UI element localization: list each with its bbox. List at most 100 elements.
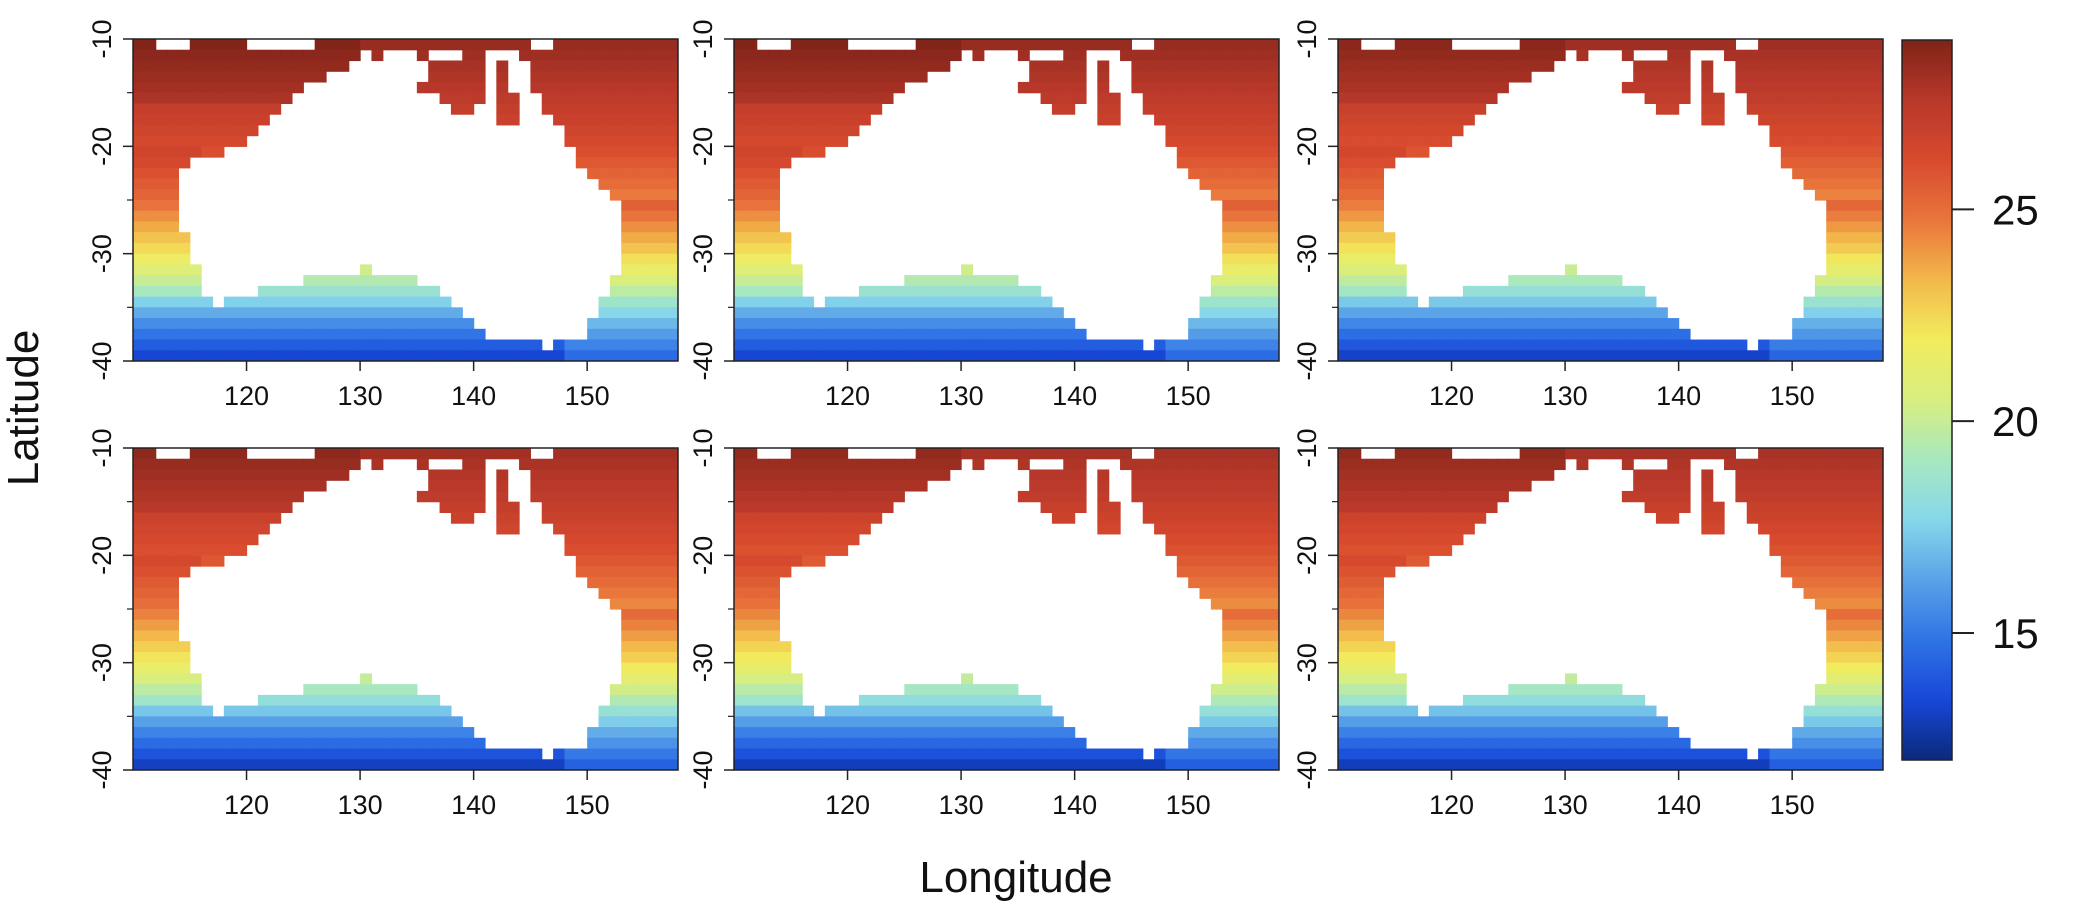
- heatmap-cell: [1338, 544, 1350, 556]
- heatmap-cell: [756, 566, 769, 578]
- heatmap-cell: [756, 748, 769, 760]
- heatmap-cell: [666, 189, 678, 201]
- heatmap-cell: [824, 533, 837, 546]
- heatmap-cell: [155, 555, 168, 567]
- heatmap-cell: [1451, 307, 1464, 319]
- heatmap-cell: [189, 285, 202, 298]
- heatmap-cell: [1860, 339, 1873, 351]
- heatmap-cell: [1587, 39, 1600, 51]
- heatmap-cell: [881, 339, 894, 351]
- heatmap-cell: [745, 673, 758, 685]
- heatmap-cell: [1406, 533, 1419, 546]
- heatmap-cell: [1256, 544, 1269, 556]
- heatmap-cell: [235, 523, 248, 535]
- heatmap-cell: [768, 598, 781, 610]
- heatmap-cell: [303, 350, 316, 361]
- heatmap-cell: [1826, 469, 1839, 481]
- heatmap-cell: [1451, 469, 1464, 481]
- heatmap-cell: [1542, 727, 1555, 739]
- heatmap-cell: [1360, 285, 1373, 298]
- heatmap-cell: [269, 501, 282, 513]
- heatmap-cell: [1701, 350, 1714, 361]
- heatmap-cell: [1792, 350, 1805, 361]
- heatmap-cell: [1394, 533, 1407, 546]
- heatmap-cell: [824, 737, 837, 750]
- heatmap-cell: [1826, 264, 1839, 276]
- heatmap-cell: [1485, 49, 1498, 62]
- heatmap-cell: [1029, 480, 1042, 492]
- heatmap-cell: [223, 512, 236, 524]
- heatmap-cell: [1222, 157, 1235, 169]
- heatmap-cell: [1848, 533, 1861, 546]
- heatmap-cell: [1267, 318, 1279, 330]
- heatmap-cell: [1154, 512, 1167, 524]
- heatmap-cell: [1451, 60, 1464, 72]
- heatmap-cell: [496, 114, 509, 126]
- heatmap-cell: [1633, 81, 1646, 94]
- heatmap-cell: [1871, 523, 1883, 535]
- heatmap-cell: [280, 480, 293, 492]
- heatmap-cell: [1244, 716, 1257, 728]
- heatmap-cell: [235, 727, 248, 739]
- heatmap-cell: [1394, 512, 1407, 524]
- heatmap-cell: [813, 448, 826, 460]
- heatmap-cell: [1063, 318, 1076, 330]
- heatmap-cell: [1826, 544, 1839, 556]
- heatmap-cell: [189, 275, 202, 287]
- heatmap-cell: [223, 727, 236, 739]
- heatmap-cell: [1188, 157, 1201, 169]
- heatmap-cell: [927, 60, 939, 72]
- heatmap-cell: [1496, 759, 1509, 770]
- heatmap-cell: [666, 71, 678, 83]
- heatmap-cell: [1860, 221, 1873, 233]
- heatmap-cell: [155, 544, 168, 556]
- heatmap-cell: [1462, 705, 1475, 717]
- heatmap-cell: [314, 469, 327, 481]
- heatmap-cell: [201, 103, 214, 115]
- heatmap-cell: [428, 759, 441, 770]
- heatmap-cell: [1462, 523, 1475, 535]
- heatmap-cell: [1267, 242, 1279, 255]
- heatmap-cell: [1814, 512, 1827, 524]
- heatmap-cell: [598, 71, 611, 83]
- heatmap-cell: [1860, 716, 1873, 728]
- heatmap-cell: [802, 135, 815, 147]
- heatmap-cell: [1233, 641, 1246, 653]
- heatmap-cell: [1814, 555, 1827, 567]
- heatmap-cell: [1154, 71, 1167, 83]
- heatmap-cell: [371, 448, 384, 460]
- heatmap-cell: [892, 759, 905, 770]
- heatmap-cell: [246, 318, 259, 330]
- heatmap-cell: [1769, 544, 1782, 556]
- heatmap-cell: [1244, 448, 1257, 460]
- x-tick-label: 140: [451, 381, 496, 411]
- heatmap-cell: [1372, 533, 1385, 546]
- heatmap-cell: [1610, 275, 1623, 287]
- heatmap-cell: [1678, 339, 1691, 351]
- heatmap-cell: [201, 705, 214, 717]
- heatmap-cell: [1406, 737, 1419, 750]
- heatmap-cell: [1176, 490, 1189, 503]
- x-tick-label: 150: [565, 381, 610, 411]
- heatmap-cell: [189, 737, 202, 750]
- heatmap-cell: [587, 135, 600, 147]
- heatmap-cell: [144, 651, 157, 664]
- heatmap-cell: [189, 523, 202, 535]
- heatmap-cell: [155, 328, 168, 341]
- heatmap-cell: [1199, 39, 1212, 51]
- heatmap-cell: [1244, 307, 1257, 319]
- heatmap-cell: [1338, 210, 1350, 223]
- heatmap-cell: [836, 81, 849, 94]
- heatmap-cell: [666, 662, 678, 674]
- heatmap-cell: [428, 716, 441, 728]
- heatmap-cell: [1074, 81, 1087, 94]
- heatmap-cell: [1154, 350, 1167, 361]
- heatmap-cell: [1085, 39, 1098, 51]
- heatmap-cell: [1349, 469, 1362, 481]
- heatmap-cell: [1097, 448, 1110, 460]
- heatmap-cell: [1394, 490, 1407, 503]
- heatmap-cell: [144, 630, 157, 642]
- heatmap-cell: [1576, 727, 1589, 739]
- heatmap-cell: [632, 480, 645, 492]
- heatmap-cell: [189, 673, 202, 685]
